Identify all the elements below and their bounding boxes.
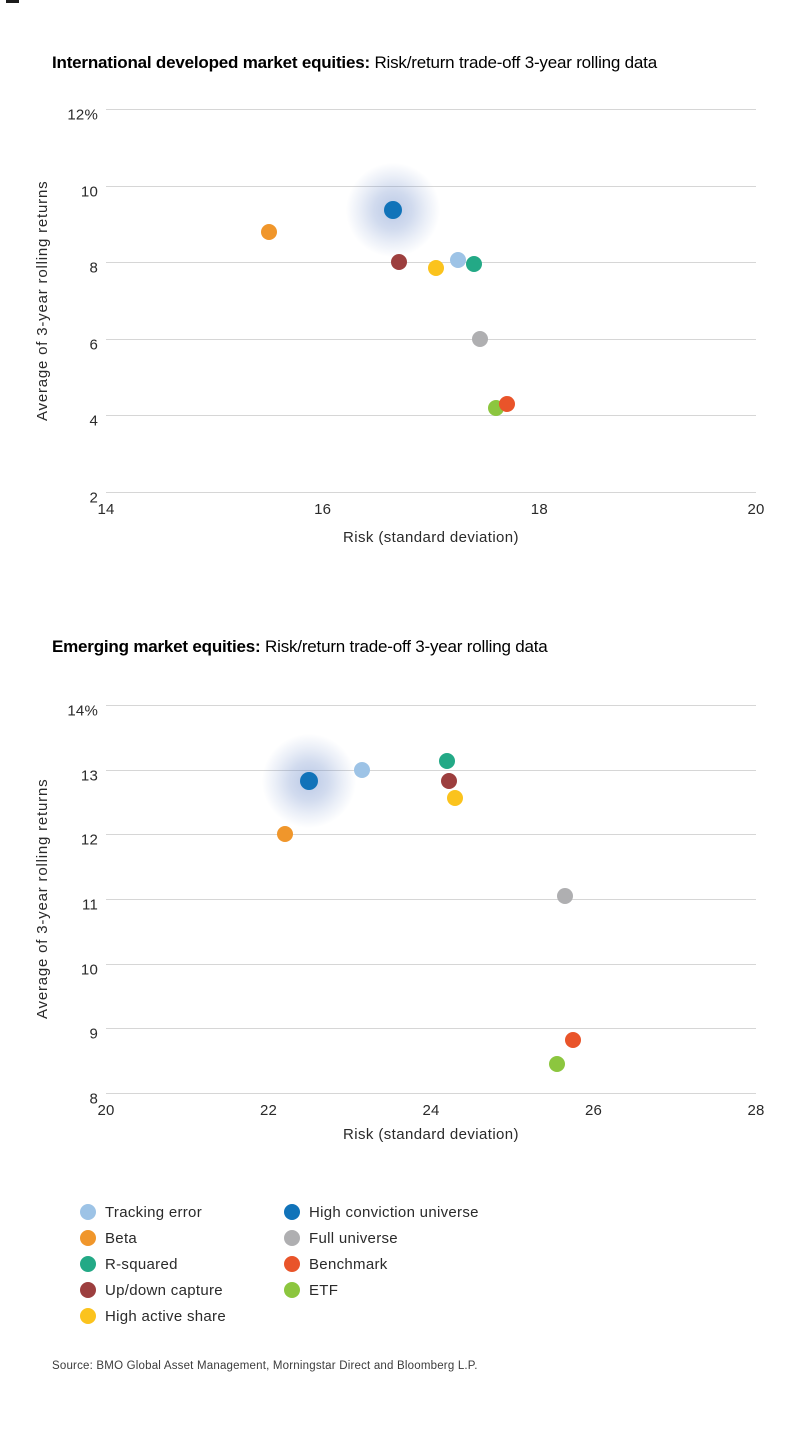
x-tick-label: 22: [259, 1102, 278, 1119]
data-point-benchmark: [565, 1031, 582, 1048]
legend-label: Benchmark: [309, 1255, 388, 1273]
chart2-x-axis-label: Risk (standard deviation): [343, 1126, 519, 1143]
gridline: [106, 185, 756, 187]
legend-item-high-conviction-universe: High conviction universe: [284, 1203, 479, 1221]
data-point-benchmark: [498, 395, 515, 412]
gridline: [106, 1093, 756, 1094]
chart2-title-regular: Risk/return trade-off 3-year rolling dat…: [265, 637, 548, 656]
y-tick-label: 14%: [67, 702, 98, 720]
legend-label: R-squared: [105, 1255, 178, 1273]
high-conviction-universe-legend-dot: [284, 1204, 300, 1220]
page-edge-mark: [6, 0, 19, 3]
tracking-error-legend-dot: [80, 1204, 96, 1220]
y-tick-label: 12%: [67, 106, 98, 124]
legend-label: Beta: [105, 1229, 138, 1247]
y-tick-label: 10: [80, 961, 98, 979]
gridline: [106, 834, 756, 836]
x-tick-label: 14: [97, 501, 115, 518]
data-point-high-conviction-universe: [300, 772, 319, 791]
y-tick-label: 8: [89, 259, 98, 277]
legend-item-beta: Beta: [80, 1229, 137, 1247]
x-tick-label: 20: [97, 1102, 115, 1119]
legend-item-tracking-error: Tracking error: [80, 1203, 202, 1221]
y-tick-label: 6: [89, 336, 98, 354]
chart1-plot-area: 2 4 6 8 10 12% 14 16 18 20: [67, 107, 764, 519]
etf-legend-dot: [284, 1282, 300, 1298]
data-point-r-squared: [439, 753, 456, 770]
legend-item-full-universe: Full universe: [284, 1229, 398, 1247]
data-point-beta: [260, 223, 277, 240]
beta-legend-dot: [80, 1230, 96, 1246]
chart1-title-bold: International developed market equities:: [52, 53, 370, 72]
legend-label: Full universe: [309, 1229, 398, 1247]
chart2-title: Emerging market equities: Risk/return tr…: [52, 636, 548, 658]
data-point-full-universe: [557, 887, 574, 904]
x-tick-label: 24: [422, 1102, 440, 1119]
gridline: [106, 1028, 756, 1030]
chart1-y-axis-label: Average of 3-year rolling returns: [34, 180, 51, 421]
gridline: [106, 705, 756, 706]
data-point-beta: [276, 826, 293, 843]
data-point-high-conviction-universe: [384, 201, 403, 220]
benchmark-legend-dot: [284, 1256, 300, 1272]
data-point-full-universe: [471, 330, 488, 347]
x-tick-label: 20: [747, 501, 765, 518]
gridline: [106, 963, 756, 965]
gridline: [106, 769, 756, 771]
y-tick-label: 8: [89, 1090, 98, 1108]
legend-item-high-active-share: High active share: [80, 1307, 226, 1325]
legend-label: High active share: [105, 1307, 226, 1325]
data-point-etf: [548, 1055, 565, 1072]
y-tick-label: 13: [80, 767, 98, 785]
r-squared-legend-dot: [80, 1256, 96, 1272]
legend-item-up-down-capture: Up/down capture: [80, 1281, 223, 1299]
x-tick-label: 18: [530, 501, 548, 518]
legend-item-r-squared: R-squared: [80, 1255, 178, 1273]
data-point-high-active-share: [428, 259, 445, 276]
legend-label: Up/down capture: [105, 1281, 223, 1299]
y-tick-label: 9: [89, 1025, 98, 1043]
gridline: [106, 109, 756, 110]
x-tick-label: 16: [314, 501, 332, 518]
source-note: Source: BMO Global Asset Management, Mor…: [52, 1360, 478, 1372]
y-tick-label: 10: [80, 183, 98, 201]
chart1-title: International developed market equities:…: [52, 52, 657, 74]
data-point-high-active-share: [447, 790, 464, 807]
chart2-plot-area: 8 9 10 11 12 13 14% 20 22 24 26 28: [67, 703, 764, 1120]
data-point-up-down-capture: [440, 772, 457, 789]
legend-label: ETF: [309, 1281, 339, 1299]
gridline: [106, 338, 756, 340]
chart1-x-axis-label: Risk (standard deviation): [343, 529, 519, 546]
data-point-tracking-error: [450, 252, 467, 269]
legend-item-etf: ETF: [284, 1281, 338, 1299]
gridline: [106, 415, 756, 417]
legend-label: High conviction universe: [309, 1203, 479, 1221]
y-tick-label: 11: [82, 896, 98, 914]
chart1-title-regular: Risk/return trade-off 3-year rolling dat…: [374, 53, 657, 72]
data-point-tracking-error: [353, 761, 370, 778]
full-universe-legend-dot: [284, 1230, 300, 1246]
y-tick-label: 12: [80, 831, 98, 849]
gridline: [106, 492, 756, 493]
x-tick-label: 26: [584, 1102, 603, 1119]
chart2-title-bold: Emerging market equities:: [52, 637, 261, 656]
gridline: [106, 899, 756, 900]
y-tick-label: 4: [89, 412, 98, 430]
high-active-share-legend-dot: [80, 1308, 96, 1324]
up-down-capture-legend-dot: [80, 1282, 96, 1298]
data-point-r-squared: [466, 256, 483, 273]
legend-item-benchmark: Benchmark: [284, 1255, 388, 1273]
data-point-up-down-capture: [390, 254, 407, 271]
y-tick-label: 2: [89, 489, 98, 507]
legend-label: Tracking error: [105, 1203, 202, 1221]
x-tick-label: 28: [747, 1102, 765, 1119]
